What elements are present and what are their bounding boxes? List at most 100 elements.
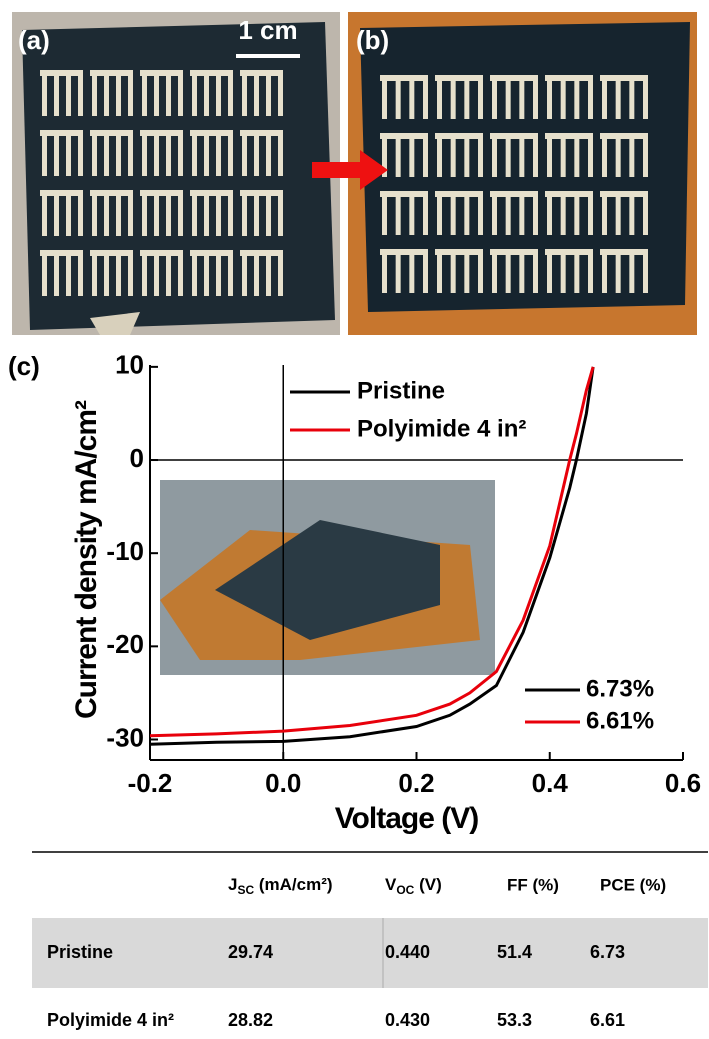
finger [116, 250, 121, 296]
finger [242, 70, 247, 116]
row-header: Polyimide 4 in² [47, 1010, 174, 1030]
finger [66, 130, 71, 176]
header-unit: (V) [414, 875, 441, 894]
finger [278, 250, 283, 296]
finger [104, 250, 109, 296]
finger [216, 190, 221, 236]
column-header: FF (%) [507, 875, 559, 894]
panel-label: (b) [356, 25, 389, 55]
finger [602, 133, 607, 177]
finger [561, 133, 566, 177]
finger [464, 191, 469, 235]
finger [116, 70, 121, 116]
finger [519, 249, 524, 293]
finger [437, 191, 442, 235]
finger [166, 190, 171, 236]
finger [192, 130, 197, 176]
finger [602, 75, 607, 119]
finger [78, 130, 83, 176]
finger [242, 250, 247, 296]
finger [92, 70, 97, 116]
finger [602, 249, 607, 293]
finger [423, 249, 428, 293]
legend-label: Polyimide 4 in² [357, 415, 526, 442]
finger [142, 190, 147, 236]
panel-label: (a) [18, 25, 50, 55]
finger [547, 249, 552, 293]
y-axis-label: Current density mA/cm² [70, 400, 103, 719]
finger [242, 130, 247, 176]
table-cell: 51.4 [497, 942, 532, 962]
finger [204, 70, 209, 116]
panel-label: (c) [8, 351, 40, 381]
finger [519, 133, 524, 177]
finger [629, 191, 634, 235]
y-tick-label: 0 [130, 443, 144, 473]
header-unit: (mA/cm²) [254, 875, 332, 894]
finger [254, 190, 259, 236]
y-tick-label: -30 [106, 722, 144, 752]
finger [574, 191, 579, 235]
finger [643, 133, 648, 177]
finger [533, 133, 538, 177]
finger [92, 250, 97, 296]
finger [533, 75, 538, 119]
finger [478, 249, 483, 293]
finger [154, 190, 159, 236]
table-cell: 53.3 [497, 1010, 532, 1030]
finger [588, 191, 593, 235]
finger [423, 75, 428, 119]
column-header: VOC (V) [385, 875, 442, 897]
finger [464, 249, 469, 293]
finger [54, 70, 59, 116]
finger [42, 250, 47, 296]
header-symbol: J [228, 875, 237, 894]
finger [178, 190, 183, 236]
finger [561, 191, 566, 235]
finger [588, 75, 593, 119]
finger [178, 130, 183, 176]
finger [588, 133, 593, 177]
finger [478, 75, 483, 119]
finger [451, 191, 456, 235]
annotation: 6.73% [586, 675, 654, 702]
finger [266, 250, 271, 296]
finger [492, 191, 497, 235]
finger [451, 249, 456, 293]
finger [616, 133, 621, 177]
scale-bar-label: 1 cm [238, 15, 297, 45]
finger [104, 130, 109, 176]
finger [42, 70, 47, 116]
finger [547, 75, 552, 119]
finger [437, 249, 442, 293]
y-tick-label: 10 [115, 350, 144, 380]
finger [506, 191, 511, 235]
finger [142, 70, 147, 116]
finger [278, 130, 283, 176]
finger [266, 190, 271, 236]
column-header: PCE (%) [600, 875, 666, 894]
finger [166, 70, 171, 116]
table-cell: 0.440 [385, 942, 430, 962]
finger [254, 70, 259, 116]
finger [437, 133, 442, 177]
finger [192, 70, 197, 116]
finger [128, 130, 133, 176]
x-tick-label: -0.2 [128, 768, 173, 798]
finger [228, 70, 233, 116]
finger [54, 250, 59, 296]
table-cell: 6.73 [590, 942, 625, 962]
finger [154, 70, 159, 116]
finger [616, 249, 621, 293]
finger [142, 130, 147, 176]
finger [574, 249, 579, 293]
finger [423, 191, 428, 235]
finger [588, 249, 593, 293]
finger [382, 249, 387, 293]
header-subscript: SC [237, 883, 254, 897]
finger [382, 75, 387, 119]
finger [254, 250, 259, 296]
finger [547, 191, 552, 235]
finger [643, 249, 648, 293]
finger [506, 133, 511, 177]
